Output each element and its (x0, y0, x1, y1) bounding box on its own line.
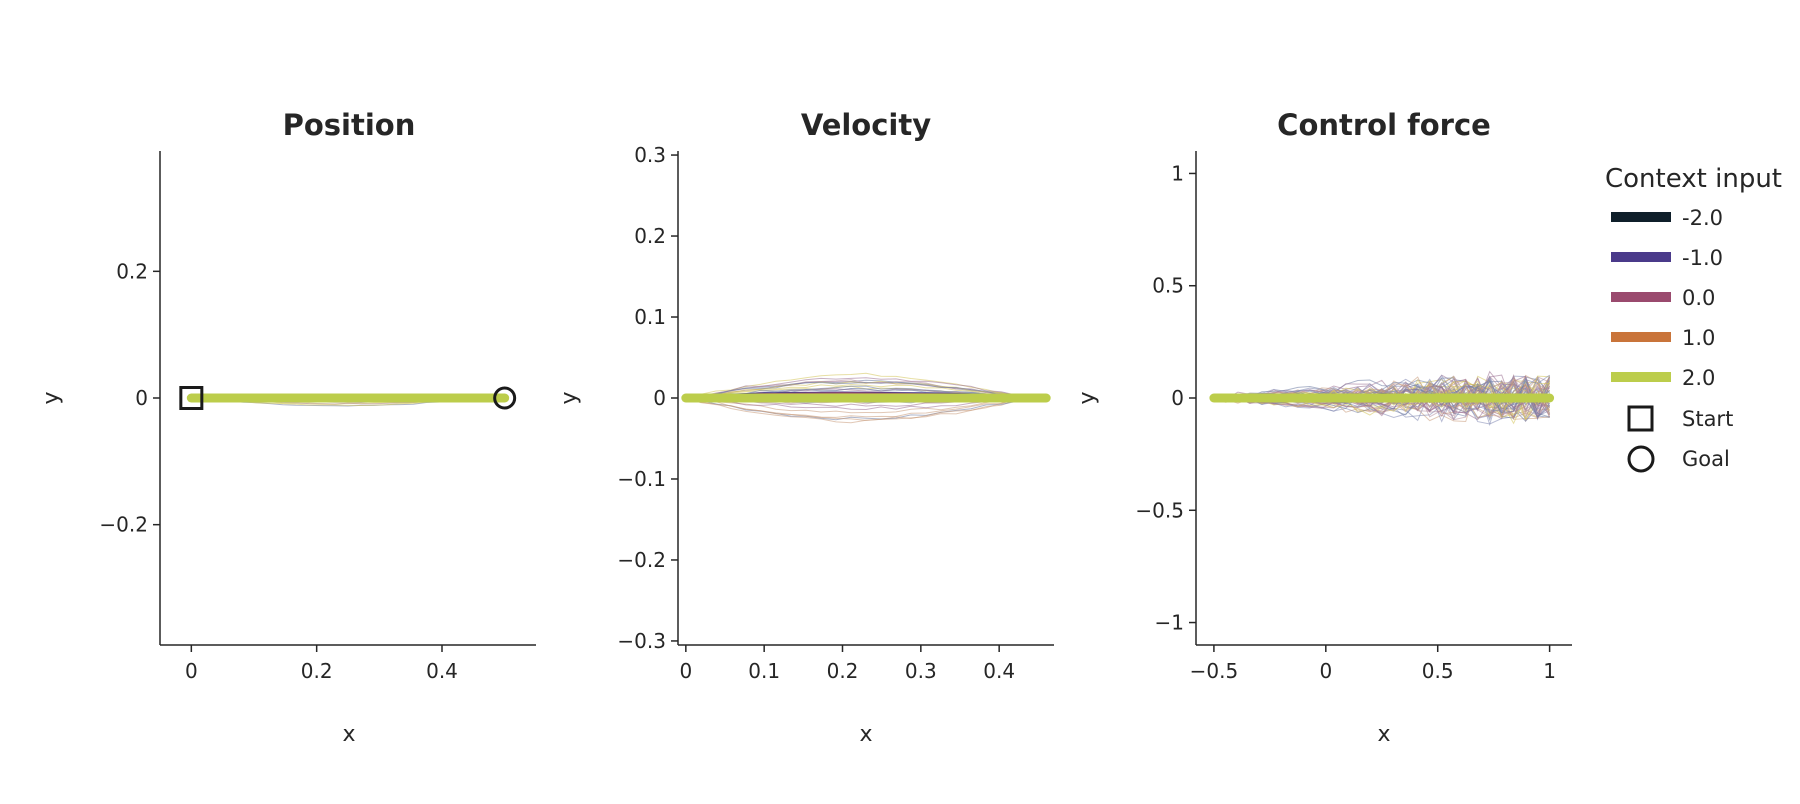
legend-swatch-neg2 (1611, 212, 1671, 222)
x-tick-label-position: 0.4 (426, 659, 458, 683)
x-axis-label-control-force: x (1377, 722, 1390, 747)
legend-swatch-2 (1611, 372, 1671, 382)
trial-trace-velocity (685, 396, 1047, 421)
legend-label-neg1: -1.0 (1682, 246, 1723, 270)
y-tick-label-velocity: 0.2 (634, 224, 666, 248)
y-tick-label-control-force: 0.5 (1152, 274, 1184, 298)
panel-control-force: Control force −0.5 0 0.5 1−1−0.500.51 x y (1075, 108, 1572, 747)
y-tick-label-velocity: −0.2 (617, 548, 666, 572)
series-lines-velocity (681, 391, 1051, 403)
legend-goal-label: Goal (1682, 447, 1730, 471)
chart-title-position: Position (283, 108, 416, 142)
legend-start-square-icon (1627, 405, 1654, 432)
x-tick-label-position: 0.2 (301, 659, 333, 683)
y-tick-label-velocity: −0.3 (617, 629, 666, 653)
y-tick-label-position: 0 (135, 386, 148, 410)
series-lines-position (186, 393, 510, 403)
x-tick-label-velocity: 0.4 (983, 659, 1015, 683)
legend-swatch-neg1 (1611, 252, 1671, 262)
legend-start-label: Start (1682, 407, 1733, 431)
chart-title-velocity: Velocity (801, 108, 931, 142)
panel-velocity: Velocity 0 0.1 0.2 0.3 0.4 −0.3 −0.2 −0.1 0 0.1 0.… (557, 108, 1054, 747)
x-axis-label-position: x (342, 722, 355, 747)
y-tick-label-control-force: −1 (1155, 611, 1184, 635)
y-tick-label-control-force: 1 (1171, 161, 1184, 185)
x-tick-label-velocity: 0.2 (827, 659, 859, 683)
trial-trace-velocity (685, 396, 1047, 418)
x-tick-label-control-force: 0 (1319, 659, 1332, 683)
legend-label-0: 0.0 (1682, 286, 1715, 310)
y-tick-label-control-force: 0 (1171, 386, 1184, 410)
goal-marker (493, 386, 517, 410)
legend-title: Context input (1605, 164, 1782, 194)
y-tick-label-position: −0.2 (99, 513, 148, 537)
y-axis-label-position: y (39, 391, 64, 404)
y-tick-label-velocity: 0.3 (634, 143, 666, 167)
legend-swatch-1 (1611, 332, 1671, 342)
x-axis-label-velocity: x (859, 722, 872, 747)
x-tick-label-control-force: 0.5 (1422, 659, 1454, 683)
y-axis-label-velocity: y (557, 391, 582, 404)
ticks-position: 0 0.2 0.4 −0.2 0 0.2 (99, 259, 457, 683)
chart-title-control-force: Control force (1277, 108, 1491, 142)
legend-label-neg2: -2.0 (1682, 206, 1723, 230)
legend-label-2: 2.0 (1682, 366, 1715, 390)
y-tick-label-velocity: −0.1 (617, 467, 666, 491)
y-tick-label-velocity: 0 (653, 386, 666, 410)
ticks-velocity: 0 0.1 0.2 0.3 0.4 −0.3 −0.2 −0.1 0 0.1 0.2 0.3 (617, 143, 1015, 683)
x-tick-label-velocity: 0.1 (748, 659, 780, 683)
y-tick-label-position: 0.2 (116, 259, 148, 283)
x-tick-label-position: 0 (185, 659, 198, 683)
x-tick-label-velocity: 0 (679, 659, 692, 683)
markers-position (179, 386, 517, 410)
y-tick-label-control-force: −0.5 (1135, 498, 1184, 522)
panel-position: Position 0 0.2 0.4 −0.2 0 0.2 x y (39, 108, 536, 747)
legend-swatch-0 (1611, 292, 1671, 302)
x-tick-label-control-force: 1 (1543, 659, 1556, 683)
start-marker (179, 386, 204, 410)
legend-goal-circle-icon (1627, 445, 1655, 473)
trial-trace-velocity (685, 372, 1047, 400)
y-tick-label-velocity: 0.1 (634, 305, 666, 329)
y-axis-label-control-force: y (1075, 391, 1100, 404)
x-tick-label-velocity: 0.3 (905, 659, 937, 683)
series-lines-control-force (1209, 393, 1555, 403)
trial-trace-velocity (685, 381, 1047, 400)
legend: Context input -2.0 -1.0 0.0 1.0 2.0 Star… (1605, 164, 1782, 473)
legend-label-1: 1.0 (1682, 326, 1715, 350)
x-tick-label-control-force: −0.5 (1190, 659, 1239, 683)
ticks-control-force: −0.5 0 0.5 1−1−0.500.51 (1135, 161, 1556, 683)
